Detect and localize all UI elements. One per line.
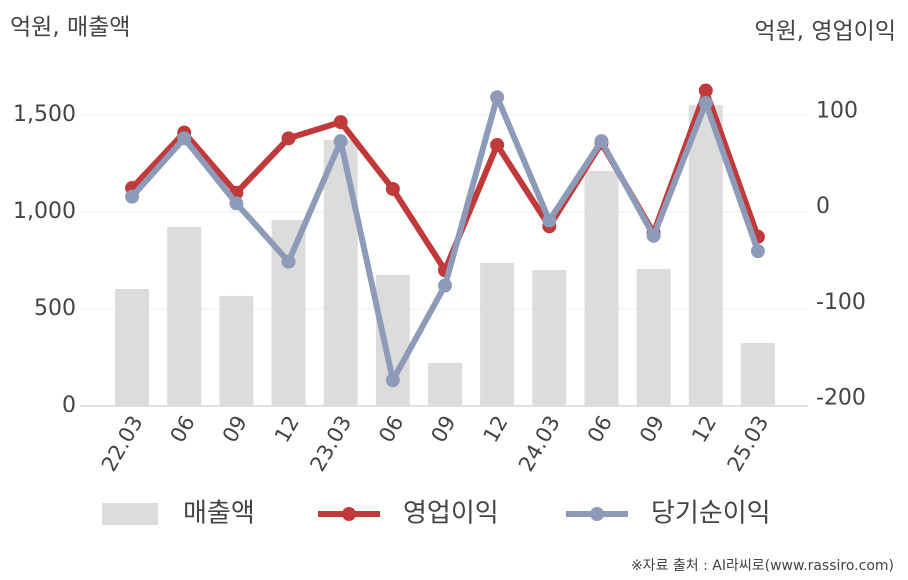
y2-tick-label: -200 bbox=[816, 385, 866, 410]
bar bbox=[167, 226, 202, 406]
marker bbox=[385, 181, 400, 196]
bar bbox=[219, 295, 254, 406]
bar bbox=[480, 262, 515, 406]
marker bbox=[229, 196, 244, 211]
y2-unit-label: 억원, 영업이익 bbox=[754, 19, 896, 45]
marker bbox=[698, 83, 713, 98]
y2-tick-label: -100 bbox=[816, 290, 866, 315]
marker bbox=[490, 90, 505, 105]
y-unit-label: 억원, 매출액 bbox=[10, 15, 130, 41]
y-tick-label: 0 bbox=[62, 393, 76, 418]
legend-swatch bbox=[102, 503, 158, 525]
bar bbox=[532, 269, 567, 406]
marker bbox=[646, 228, 661, 243]
marker bbox=[750, 244, 765, 259]
marker bbox=[333, 134, 348, 149]
marker bbox=[698, 95, 713, 110]
legend-swatch bbox=[590, 507, 604, 521]
legend-label: 당기순이익 bbox=[651, 499, 771, 529]
legend-swatch bbox=[342, 507, 356, 521]
y2-tick-label: 0 bbox=[816, 194, 830, 219]
x-tick-label: 12 bbox=[687, 412, 721, 447]
legend-label: 영업이익 bbox=[403, 499, 499, 529]
x-tick-label: 12 bbox=[479, 411, 513, 446]
y2-tick-label: 100 bbox=[816, 99, 858, 124]
marker bbox=[125, 189, 140, 204]
line bbox=[129, 87, 761, 274]
x-tick-label: 06 bbox=[166, 412, 200, 447]
marker bbox=[542, 213, 557, 228]
marker bbox=[177, 131, 192, 146]
bar bbox=[688, 105, 723, 406]
marker bbox=[490, 138, 505, 153]
y-tick-label: 1,500 bbox=[13, 102, 76, 127]
marker bbox=[438, 278, 452, 293]
marker bbox=[281, 131, 296, 146]
bar bbox=[428, 362, 462, 406]
bar bbox=[115, 288, 150, 406]
x-tick-label: 06 bbox=[374, 412, 408, 447]
x-tick-label: 06 bbox=[583, 412, 617, 447]
x-tick-label: 25.03 bbox=[723, 412, 774, 476]
bar bbox=[740, 342, 775, 406]
x-tick-label: 23.03 bbox=[305, 412, 356, 476]
bar bbox=[636, 269, 671, 406]
source: ※자료 출처 : AI라씨로(www.rassiro.com) bbox=[631, 558, 894, 574]
x-tick-label: 12 bbox=[270, 412, 304, 447]
x-tick-label: 09 bbox=[218, 412, 252, 447]
marker bbox=[281, 254, 296, 269]
x-tick-label: 09 bbox=[426, 412, 460, 447]
x-tick-label: 09 bbox=[635, 412, 669, 447]
bar bbox=[323, 139, 358, 407]
bar bbox=[584, 171, 619, 406]
marker bbox=[594, 134, 609, 149]
marker bbox=[385, 373, 400, 388]
x-tick-label: 24.03 bbox=[514, 412, 565, 476]
x-tick-label: 22.03 bbox=[97, 412, 148, 476]
y-tick-label: 500 bbox=[34, 296, 76, 321]
legend-label: 매출액 bbox=[183, 499, 255, 529]
marker bbox=[333, 115, 348, 130]
y-tick-label: 1,000 bbox=[13, 199, 76, 224]
